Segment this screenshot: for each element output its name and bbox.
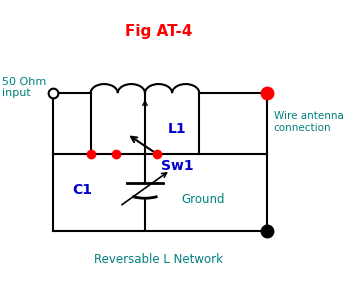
Text: Reversable L Network: Reversable L Network — [94, 253, 223, 266]
Text: 50 Ohm
input: 50 Ohm input — [2, 77, 46, 99]
Text: L1: L1 — [168, 122, 186, 136]
Text: Sw1: Sw1 — [161, 159, 194, 173]
Text: Ground: Ground — [181, 193, 225, 205]
Text: Fig AT-4: Fig AT-4 — [125, 24, 192, 39]
Text: Wire antenna
connection: Wire antenna connection — [274, 111, 343, 133]
Text: C1: C1 — [73, 183, 92, 197]
